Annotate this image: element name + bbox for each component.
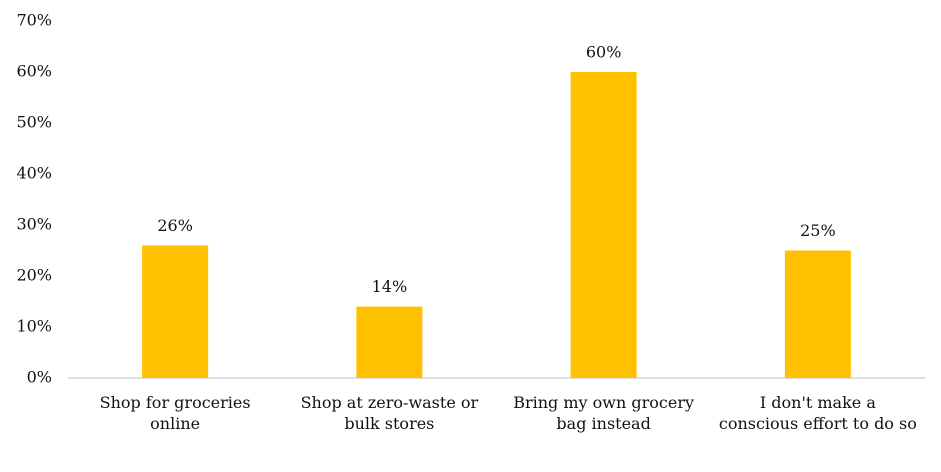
bar [570,72,637,378]
bar [356,306,423,378]
x-tick-label: Bring my own grocery bag instead [513,393,695,433]
data-label: 25% [800,221,836,240]
y-tick-label: 0% [27,368,52,387]
y-tick-label: 70% [16,11,52,30]
x-tick-label: Shop for groceries online [99,393,251,433]
y-tick-label: 30% [16,215,52,234]
y-tick-label: 60% [16,62,52,81]
y-tick-label: 50% [16,113,52,132]
y-tick-label: 40% [16,164,52,183]
y-tick-label: 10% [16,317,52,336]
bar [142,245,209,378]
y-tick-label: 20% [16,266,52,285]
data-label: 26% [157,216,193,235]
bar [784,250,851,378]
x-tick-label: Shop at zero-waste or bulk stores [300,393,479,433]
data-label: 14% [372,277,408,296]
data-label: 60% [586,43,622,62]
x-tick-label: I don't make a conscious effort to do so [718,393,917,433]
